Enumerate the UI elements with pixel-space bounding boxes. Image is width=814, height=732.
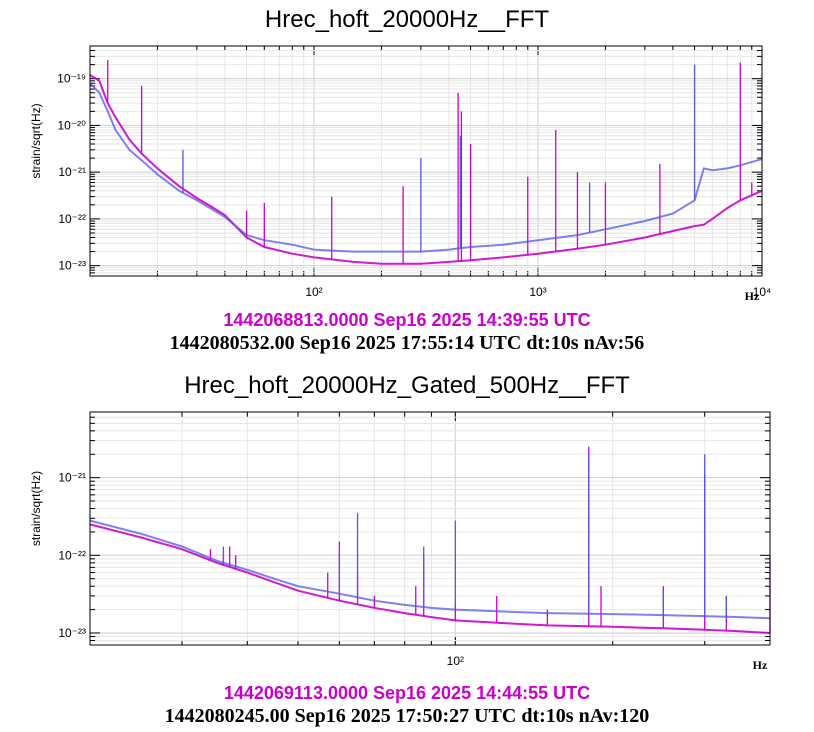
y-tick-label: 10⁻²² [58, 212, 86, 226]
y-tick-label: 10⁻²⁰ [58, 118, 87, 132]
chart2-info-label: 1442080245.00 Sep16 2025 17:50:27 UTC dt… [164, 705, 650, 727]
plot-frame [89, 411, 771, 646]
y-tick-label: 10⁻²³ [58, 259, 86, 273]
y-axis-label: strain/sqrt(Hz) [29, 103, 43, 178]
chart1-info-label: 1442080532.00 Sep16 2025 17:55:14 UTC dt… [169, 332, 645, 354]
y-axis-label: strain/sqrt(Hz) [29, 471, 43, 546]
x-axis-unit-label: Hz [745, 289, 760, 303]
x-axis-unit-label: Hz [753, 658, 768, 672]
series-line-reference [89, 523, 771, 634]
chart1-title: Hrec_hoft_20000Hz__FFT [264, 6, 550, 33]
chart1-reference-label: 1442068813.0000 Sep16 2025 14:39:55 UTC [223, 310, 591, 330]
series-line-current [89, 82, 763, 253]
x-tick-label: 10² [305, 285, 322, 299]
y-tick-label: 10⁻²¹ [58, 165, 86, 179]
y-tick-label: 10⁻¹⁹ [57, 72, 86, 86]
y-tick-label: 10⁻²¹ [58, 471, 86, 485]
x-tick-label: 10² [447, 654, 464, 668]
plot-frame [89, 45, 763, 277]
chart2-reference-label: 1442069113.0000 Sep16 2025 14:44:55 UTC [223, 683, 591, 703]
chart2-title: Hrec_hoft_20000Hz_Gated_500Hz__FFT [184, 372, 630, 399]
series-line-reference [89, 74, 763, 265]
x-tick-label: 10³ [529, 285, 546, 299]
y-tick-label: 10⁻²³ [58, 626, 86, 640]
y-tick-label: 10⁻²² [58, 548, 86, 562]
series-line-current [89, 519, 771, 620]
x-tick-label: 10⁴ [753, 285, 772, 299]
